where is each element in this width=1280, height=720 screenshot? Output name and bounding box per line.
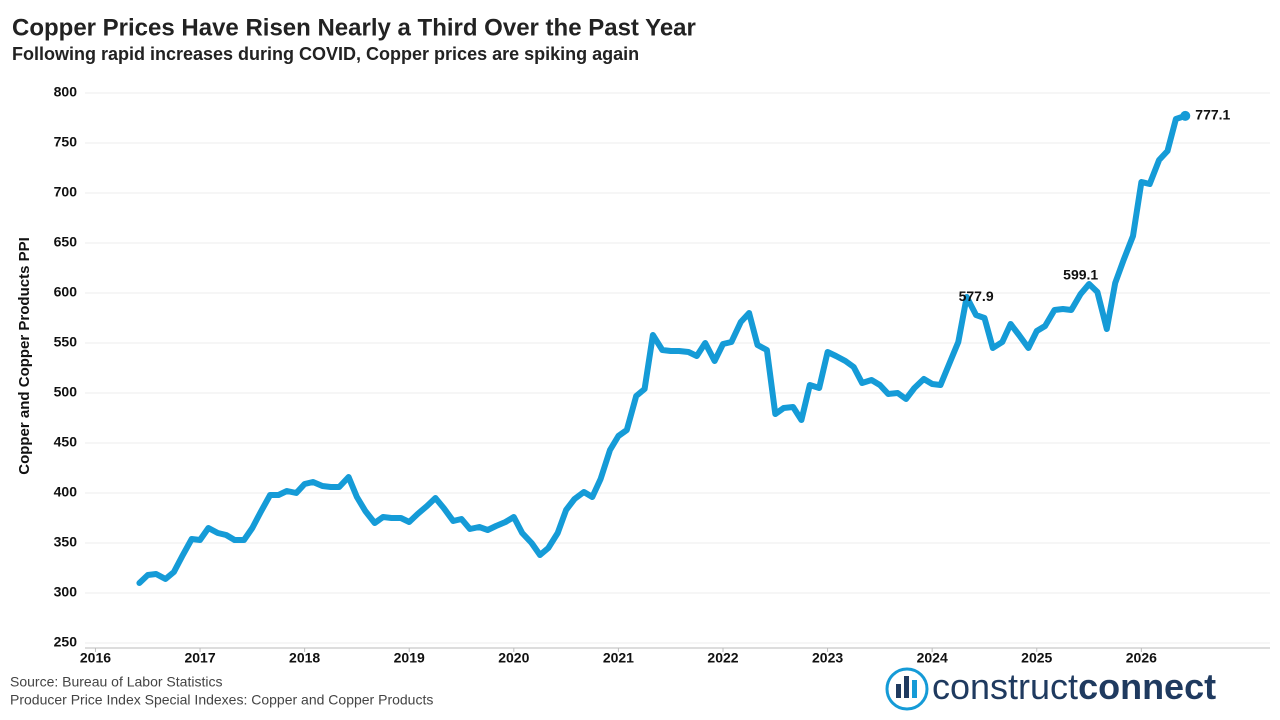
x-tick-label: 2022 [707,650,738,666]
y-tick-label: 450 [54,434,78,450]
y-tick-label: 250 [54,634,78,650]
x-tick-label: 2021 [603,650,634,666]
x-tick-label: 2017 [184,650,215,666]
x-tick-label: 2016 [80,650,111,666]
data-label: 577.9 [959,288,994,304]
x-tick-label: 2018 [289,650,320,666]
x-tick-label: 2026 [1126,650,1157,666]
x-tick-label: 2023 [812,650,843,666]
logo-text: constructconnect [932,666,1216,707]
y-tick-label: 500 [54,384,78,400]
y-tick-label: 300 [54,584,78,600]
data-label: 599.1 [1063,267,1098,283]
y-tick-label: 700 [54,184,78,200]
chart-title: Copper Prices Have Risen Nearly a Third … [12,14,696,41]
x-tick-label: 2019 [394,650,425,666]
y-tick-label: 350 [54,534,78,550]
note: Producer Price Index Special Indexes: Co… [10,692,433,708]
y-axis-label: Copper and Copper Products PPI [16,237,33,475]
y-tick-label: 400 [54,484,78,500]
x-tick-label: 2020 [498,650,529,666]
y-tick-label: 600 [54,284,78,300]
y-tick-label: 800 [54,84,78,100]
end-point [1180,110,1191,121]
x-tick-label: 2024 [917,650,948,666]
y-tick-label: 750 [54,134,78,150]
y-tick-label: 650 [54,234,78,250]
logo-bold: connect [1078,666,1216,707]
data-label: 777.1 [1195,107,1230,123]
chart-subtitle: Following rapid increases during COVID, … [12,44,639,64]
y-tick-label: 550 [54,334,78,350]
source: Source: Bureau of Labor Statistics [10,674,222,690]
logo-light: construct [932,666,1078,707]
line [136,112,1189,586]
logo-icon [885,667,929,711]
x-tick-label: 2025 [1021,650,1052,666]
